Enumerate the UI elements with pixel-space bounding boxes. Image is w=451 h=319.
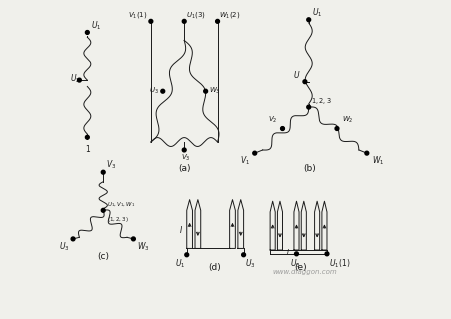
- Circle shape: [216, 19, 220, 23]
- Text: $U_1$: $U_1$: [312, 6, 322, 19]
- Circle shape: [281, 127, 285, 130]
- Text: $U$: $U$: [293, 69, 301, 80]
- Circle shape: [295, 252, 299, 256]
- Circle shape: [335, 127, 339, 130]
- Circle shape: [85, 31, 89, 34]
- Text: $U_1(1)$: $U_1(1)$: [329, 257, 350, 270]
- Text: $(1,2,3)$: $(1,2,3)$: [107, 215, 129, 224]
- Text: $I$: $I$: [286, 248, 290, 256]
- Circle shape: [204, 89, 207, 93]
- Text: $V_1(1)$: $V_1(1)$: [128, 10, 147, 20]
- Text: $W_2$: $W_2$: [342, 115, 353, 125]
- Text: $U_1(3)$: $U_1(3)$: [186, 10, 206, 20]
- Circle shape: [132, 237, 135, 241]
- Text: (d): (d): [208, 263, 221, 272]
- Text: $W_1(2)$: $W_1(2)$: [219, 10, 241, 20]
- Circle shape: [149, 19, 153, 23]
- Text: (c): (c): [97, 252, 109, 261]
- Circle shape: [101, 170, 105, 174]
- Circle shape: [78, 78, 81, 82]
- Text: $1$: $1$: [85, 143, 92, 154]
- Text: $V_3$: $V_3$: [181, 153, 191, 163]
- Text: $W_3$: $W_3$: [137, 241, 149, 253]
- Text: $V_2$: $V_2$: [268, 115, 278, 125]
- Text: $1,2,3$: $1,2,3$: [311, 95, 332, 106]
- Text: $V_1$: $V_1$: [240, 155, 250, 167]
- Text: $U_1,V_1,W_1$: $U_1,V_1,W_1$: [107, 200, 135, 209]
- Circle shape: [307, 18, 311, 22]
- Circle shape: [325, 252, 329, 256]
- Text: (a): (a): [178, 164, 190, 173]
- Circle shape: [185, 253, 189, 257]
- Text: $U_3$: $U_3$: [245, 258, 256, 271]
- Text: $U_1$: $U_1$: [91, 19, 101, 32]
- Circle shape: [71, 237, 75, 241]
- Circle shape: [161, 89, 165, 93]
- Text: www.diaggon.com: www.diaggon.com: [272, 270, 337, 275]
- Text: $U_3$: $U_3$: [290, 257, 300, 270]
- Circle shape: [242, 253, 245, 257]
- Circle shape: [307, 105, 311, 109]
- Text: (e): (e): [294, 263, 306, 272]
- Text: $I$: $I$: [179, 224, 183, 235]
- Text: $V_3$: $V_3$: [106, 158, 117, 171]
- Text: $U_3$: $U_3$: [59, 241, 70, 253]
- Text: $U_3$: $U_3$: [149, 86, 159, 96]
- Circle shape: [365, 151, 369, 155]
- Circle shape: [182, 19, 186, 23]
- Text: $W_1$: $W_1$: [372, 155, 384, 167]
- Circle shape: [101, 208, 105, 212]
- Circle shape: [253, 151, 257, 155]
- Text: $U_2$: $U_2$: [70, 72, 80, 85]
- Circle shape: [303, 80, 307, 84]
- Text: (b): (b): [303, 164, 316, 173]
- Circle shape: [85, 135, 89, 139]
- Text: $W_3$: $W_3$: [209, 86, 221, 96]
- Circle shape: [182, 148, 186, 152]
- Text: $U_1$: $U_1$: [175, 258, 185, 271]
